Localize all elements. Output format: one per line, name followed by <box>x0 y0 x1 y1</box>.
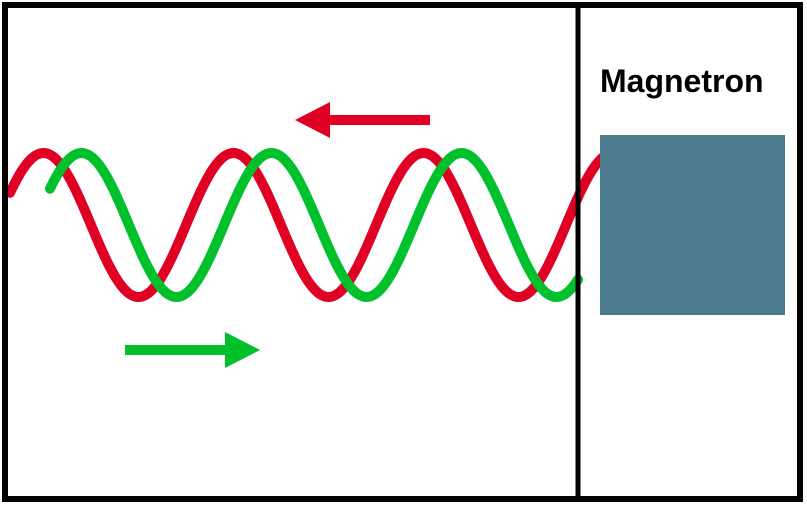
magnetron-label: Magnetron <box>600 63 764 100</box>
magnetron-box <box>600 135 785 315</box>
diagram-root: Magnetron <box>0 0 807 506</box>
arrow-green-head <box>225 332 260 368</box>
arrow-red-head <box>295 102 330 138</box>
